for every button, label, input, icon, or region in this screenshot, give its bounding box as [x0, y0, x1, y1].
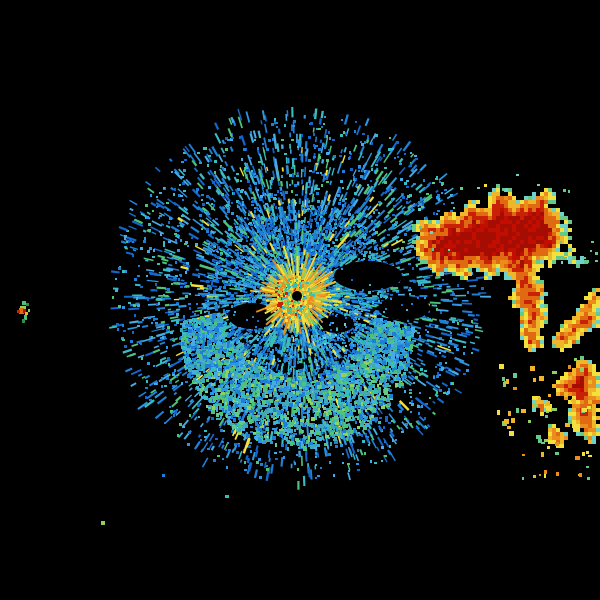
radar-reflectivity-canvas	[0, 0, 600, 600]
radar-display-screen	[0, 0, 600, 600]
